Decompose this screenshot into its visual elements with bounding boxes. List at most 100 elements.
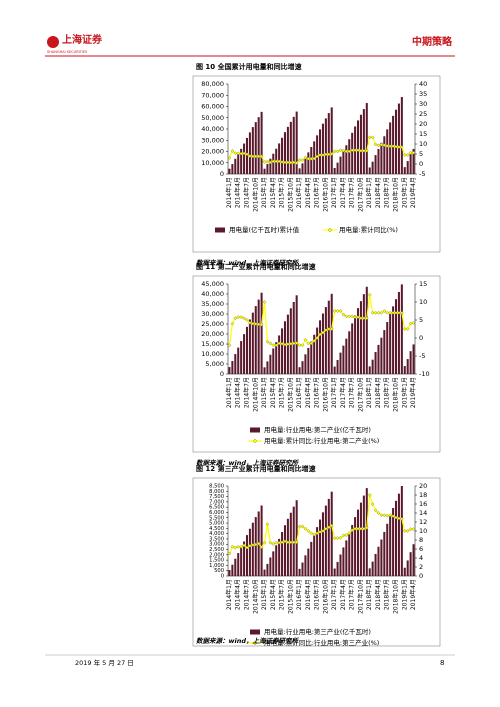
bar (260, 111, 263, 174)
bar (348, 331, 351, 374)
bar (283, 132, 286, 174)
marker (280, 540, 284, 545)
bar (251, 522, 254, 576)
source: 数据来源：wind，上海证券研究所 (196, 259, 300, 267)
marker (230, 149, 235, 153)
y2-tick-label: -10 (419, 370, 430, 378)
y-tick-label: 40,000 (201, 125, 224, 133)
x-tick-label: 2017年4月 (339, 177, 347, 208)
bar (406, 560, 409, 576)
x-tick-label: 2016年7月 (313, 579, 321, 610)
marker (297, 524, 302, 529)
marker (268, 341, 273, 346)
y-tick-label: 20,000 (201, 148, 224, 156)
bar (392, 306, 395, 374)
y2-tick-label: 10 (419, 140, 427, 148)
bar (354, 315, 357, 374)
marker (309, 341, 314, 346)
bar (237, 553, 240, 576)
marker (332, 536, 337, 541)
marker (382, 143, 387, 148)
bar (377, 546, 380, 576)
y2-tick-label: 8 (419, 536, 423, 544)
y-tick-label: 0 (220, 170, 224, 178)
marker (373, 142, 378, 147)
marker (280, 341, 284, 346)
bar (254, 122, 257, 174)
x-tick-label: 2018年4月 (374, 177, 382, 208)
marker (388, 310, 392, 315)
bar (359, 114, 362, 174)
marker (364, 526, 369, 530)
bar (397, 493, 400, 576)
bar (307, 347, 310, 374)
marker (326, 152, 331, 157)
x-tick-label: 2016年4月 (304, 177, 312, 208)
marker (280, 160, 284, 164)
bar (374, 553, 377, 576)
bar (389, 313, 392, 374)
marker (411, 321, 416, 325)
y2-tick-label: 30 (419, 100, 427, 108)
bar (397, 103, 400, 174)
bar (348, 139, 351, 174)
bar (289, 512, 292, 576)
marker (286, 540, 290, 545)
marker (388, 144, 392, 149)
bar (301, 163, 304, 174)
bar (269, 354, 272, 374)
bar (330, 293, 333, 374)
section: 中期策略 (412, 35, 453, 48)
bar (330, 491, 333, 576)
bar (275, 342, 278, 374)
marker (227, 343, 232, 348)
marker (356, 148, 360, 153)
marker (350, 528, 354, 532)
marker (344, 149, 349, 154)
marker (353, 315, 357, 319)
bar (403, 366, 406, 374)
marker (291, 160, 296, 165)
y-tick-label: 0 (221, 574, 224, 580)
x-tick-label: 2016年4月 (304, 377, 312, 408)
y2-tick-label: -5 (419, 170, 425, 178)
x-tick-label: 2018年1月 (365, 177, 373, 208)
y2-tick-label: 0 (419, 160, 423, 168)
bar (228, 570, 231, 576)
x-tick-label: 2015年4月 (269, 377, 277, 408)
x-tick-label: 2014年10月 (251, 177, 259, 212)
marker (312, 339, 317, 343)
x-tick-label: 2017年4月 (339, 377, 347, 408)
x-tick-label: 2017年10月 (356, 177, 364, 212)
bar (345, 338, 348, 374)
marker (359, 316, 363, 321)
marker (286, 342, 290, 346)
y-tick-label: 25,000 (201, 320, 224, 328)
marker (239, 544, 243, 549)
y-tick-label: 45,000 (201, 280, 224, 288)
marker (402, 529, 407, 533)
y2-tick-label: 25 (419, 110, 427, 118)
marker (303, 337, 308, 342)
marker (242, 316, 246, 321)
marker (359, 148, 363, 153)
bar (339, 554, 342, 576)
bar (228, 367, 231, 374)
y-tick-label: 2,500 (209, 547, 224, 553)
chart-frame (192, 75, 441, 253)
x-tick-label: 2017年10月 (356, 579, 364, 614)
y-tick-label: 6,500 (209, 505, 224, 511)
marker (312, 156, 317, 161)
marker (408, 321, 413, 326)
bar (394, 500, 398, 576)
bar (339, 352, 342, 374)
marker (277, 540, 281, 545)
legend-marker (252, 640, 258, 646)
marker (400, 310, 404, 315)
x-tick-label: 2015年1月 (260, 177, 268, 208)
bar (324, 118, 327, 174)
marker (315, 531, 319, 536)
x-tick-label: 2016年7月 (313, 377, 321, 408)
bar (386, 322, 389, 374)
bar (272, 153, 275, 174)
